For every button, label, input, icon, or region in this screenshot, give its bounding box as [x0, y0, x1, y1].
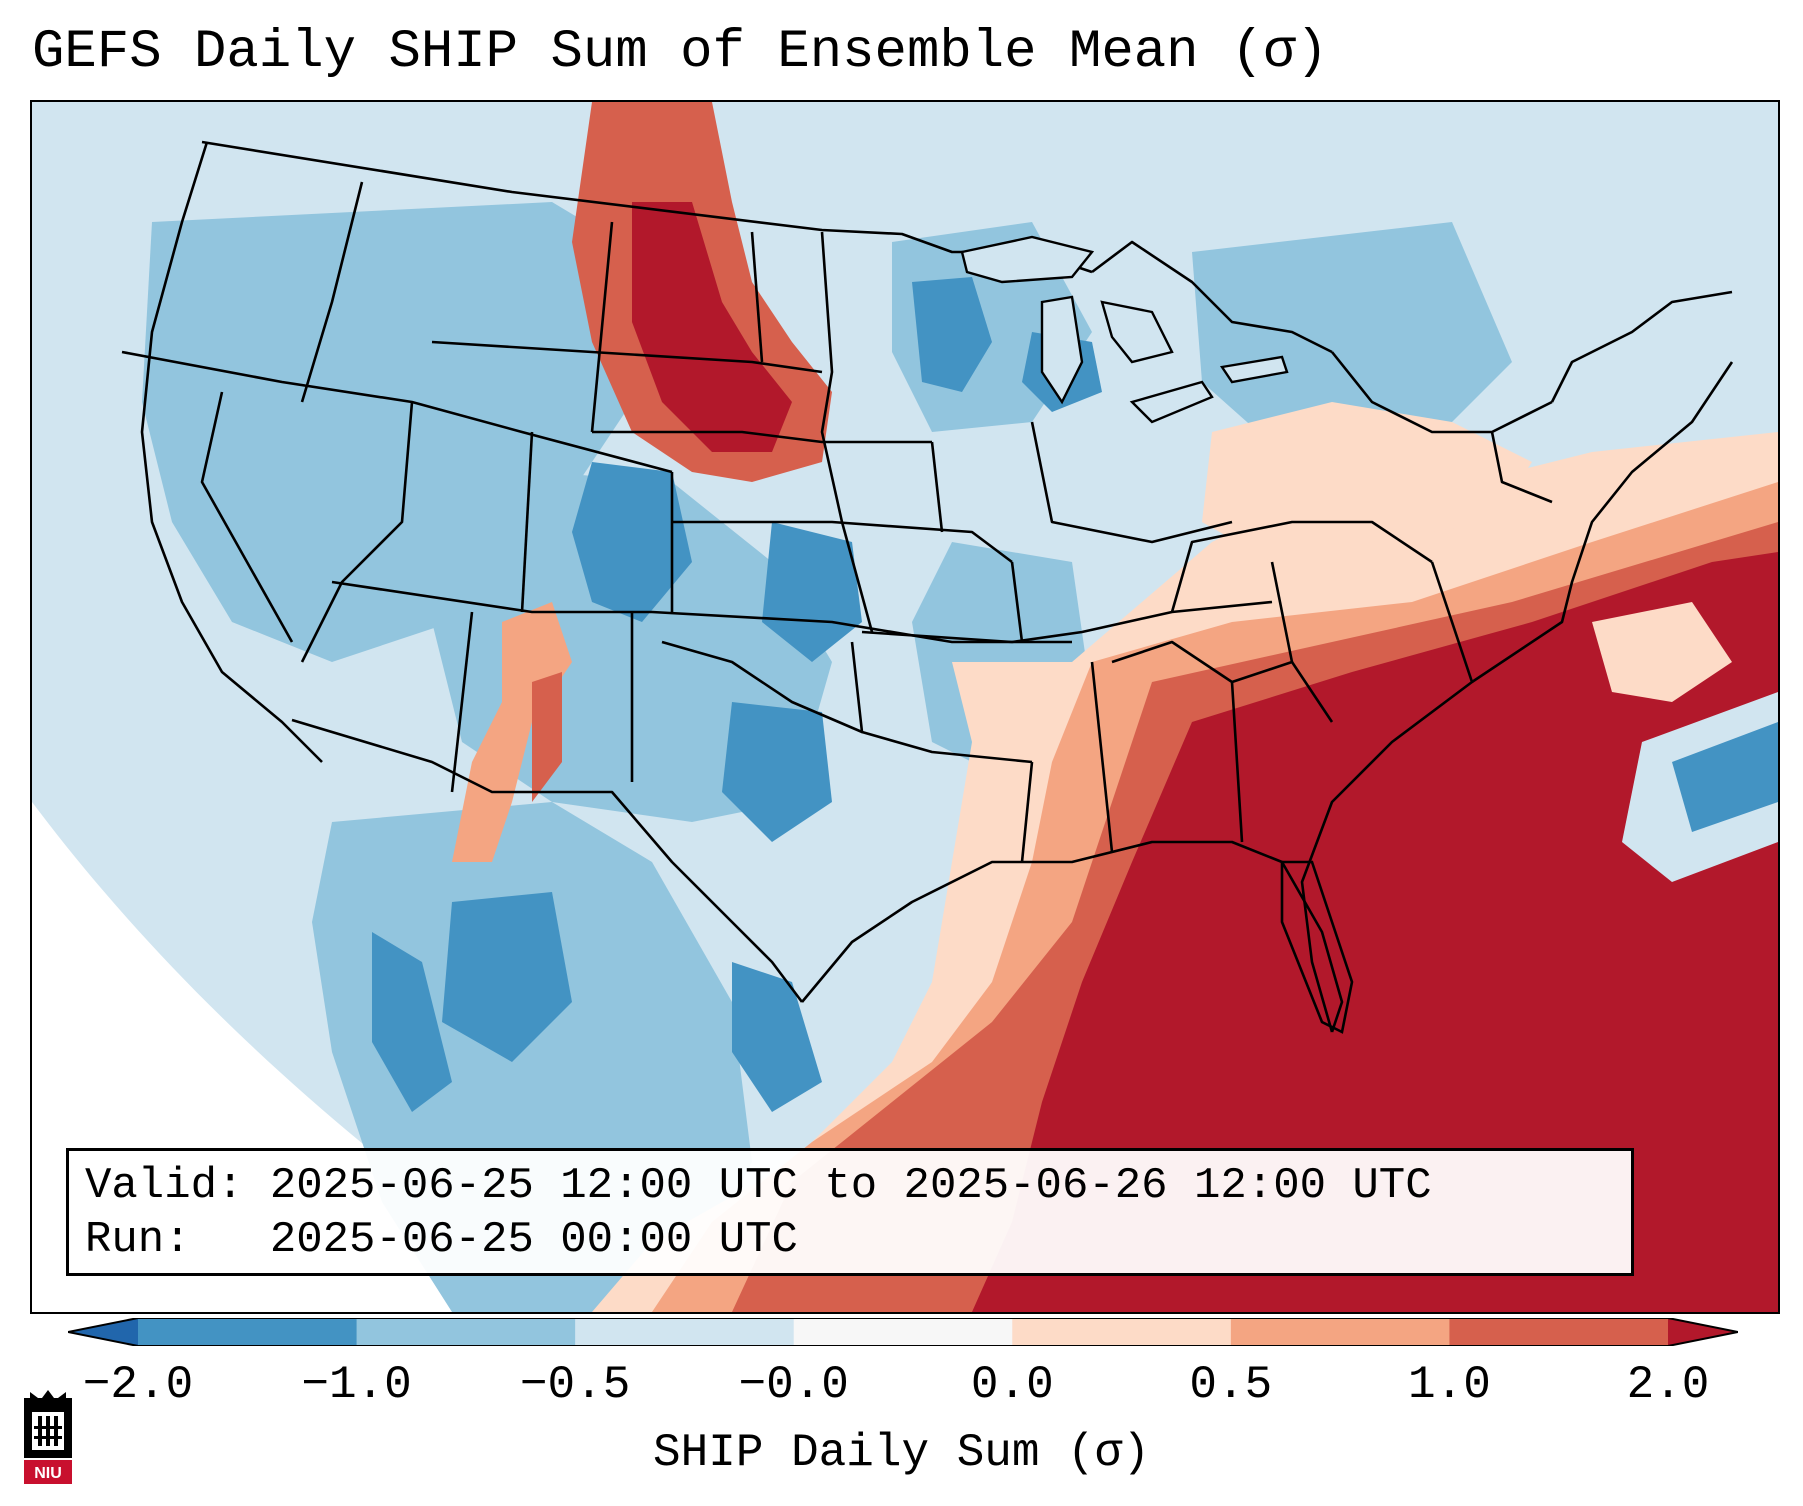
lake-erie	[1129, 380, 1214, 424]
colorbar-bin	[1230, 1318, 1450, 1346]
lake-michigan	[1040, 295, 1084, 405]
colorbar-extend-low	[68, 1318, 138, 1346]
lake-huron	[1100, 300, 1174, 364]
florida-coast	[1280, 860, 1354, 1034]
field-pos-plume	[452, 102, 832, 862]
valid-time-line: Valid: 2025-06-25 12:00 UTC to 2025-06-2…	[85, 1161, 1432, 1211]
colorbar-tick-label: 0.5	[1189, 1359, 1273, 1411]
run-time-line: Run: 2025-06-25 00:00 UTC	[85, 1215, 798, 1265]
field-pos-southeast	[592, 432, 1778, 1312]
colorbar-tick-label: −2.0	[82, 1359, 194, 1411]
colorbar-extend-high	[1668, 1318, 1738, 1346]
colorbar-tick-label: −0.0	[738, 1359, 849, 1411]
colorbar-bin	[1449, 1318, 1669, 1346]
colorbar-bin	[138, 1318, 358, 1346]
lake-ontario	[1219, 355, 1289, 384]
ship-field-map	[32, 102, 1778, 1312]
colorbar-bin	[793, 1318, 1013, 1346]
validity-info-box: Valid: 2025-06-25 12:00 UTC to 2025-06-2…	[66, 1148, 1634, 1276]
colorbar-bin	[575, 1318, 795, 1346]
colorbar	[68, 1318, 1738, 1346]
field-pos-light-east	[1202, 402, 1532, 562]
colorbar-bin	[1012, 1318, 1232, 1346]
map-title: GEFS Daily SHIP Sum of Ensemble Mean (σ)	[32, 22, 1329, 83]
colorbar-tick-label: 0.0	[970, 1359, 1054, 1411]
colorbar-tick-label: 1.0	[1408, 1359, 1491, 1411]
lake-superior	[960, 235, 1095, 284]
map-panel	[30, 100, 1780, 1314]
colorbar-bin	[356, 1318, 576, 1346]
logo-text: NIU	[34, 1465, 62, 1482]
colorbar-tick-label: 2.0	[1626, 1359, 1710, 1411]
state-borders	[121, 140, 1734, 1033]
great-lakes	[960, 235, 1289, 424]
niu-logo-icon: NIU	[24, 1390, 72, 1484]
colorbar-tick-label: −1.0	[301, 1359, 412, 1411]
colorbar-tick-label: −0.5	[519, 1359, 631, 1411]
colorbar-label: SHIP Daily Sum (σ)	[653, 1427, 1150, 1479]
